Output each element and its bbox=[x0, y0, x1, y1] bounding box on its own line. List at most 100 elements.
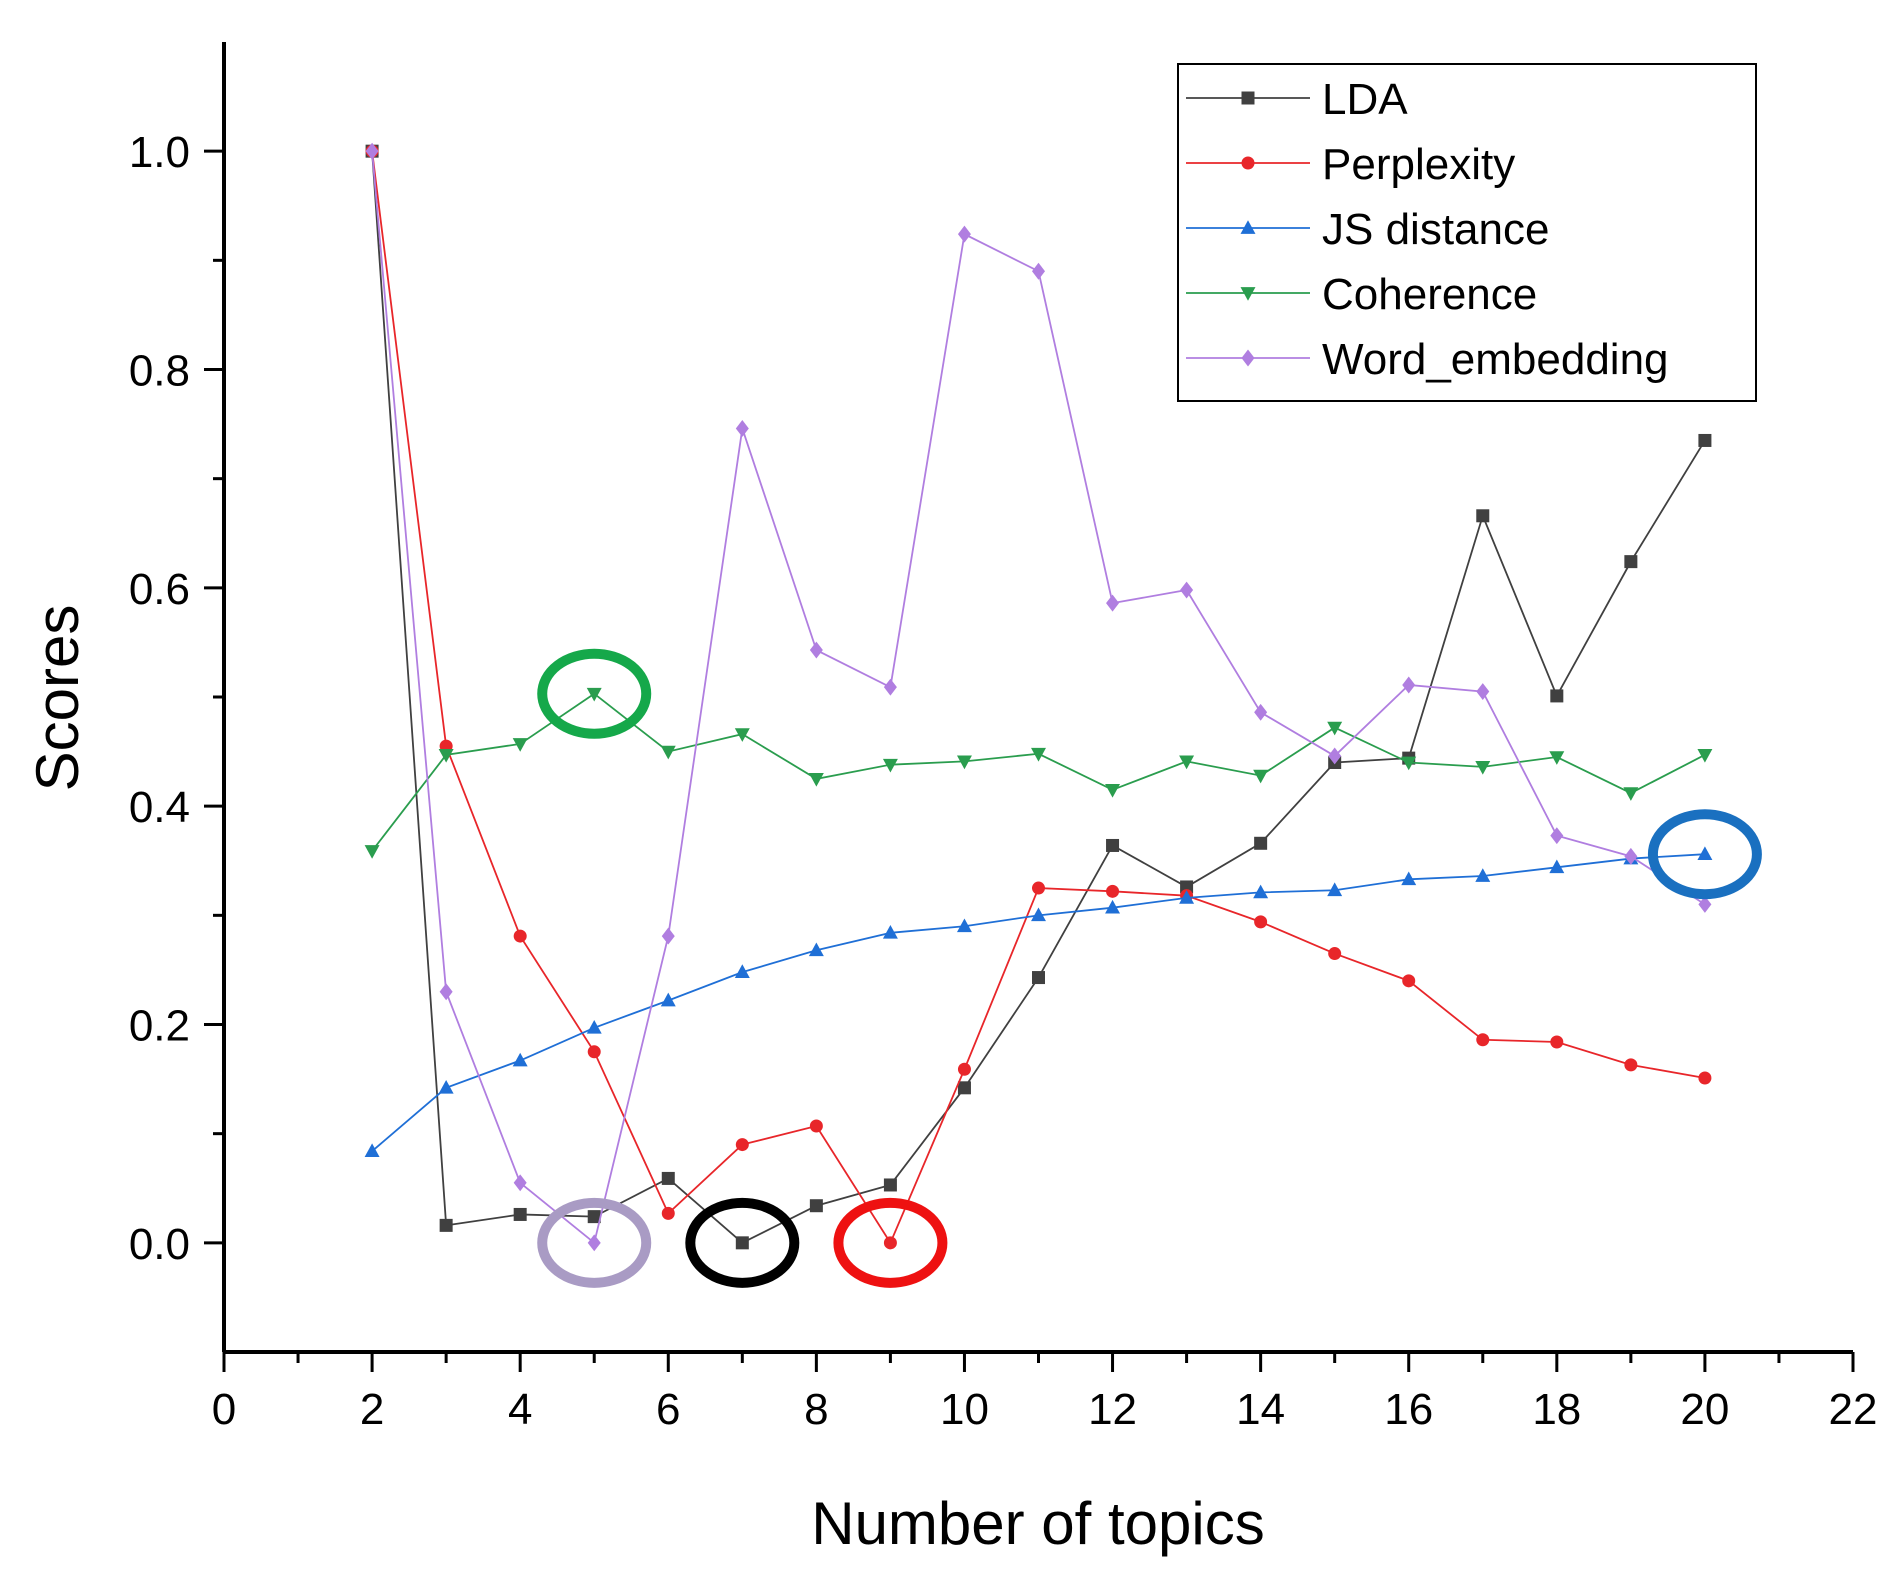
data-point-perplexity bbox=[1106, 884, 1120, 898]
legend-swatch-marker bbox=[1241, 156, 1255, 170]
highlight-ellipse-word-embedding-min bbox=[537, 1197, 652, 1288]
y-tick-label: 0.6 bbox=[129, 565, 190, 614]
data-point-coherence bbox=[1031, 747, 1046, 762]
data-point-perplexity bbox=[735, 1138, 749, 1152]
data-point-word-embedding bbox=[587, 1234, 601, 1252]
legend-item-coherence: Coherence bbox=[1186, 270, 1537, 319]
data-point-js-distance bbox=[1253, 884, 1269, 899]
data-point-coherence bbox=[364, 845, 380, 859]
data-point-perplexity bbox=[809, 1119, 823, 1133]
annotations bbox=[537, 648, 1762, 1288]
data-point-coherence bbox=[512, 738, 528, 752]
y-tick-label: 0.2 bbox=[129, 1002, 190, 1051]
data-point-lda bbox=[439, 1218, 453, 1232]
data-point-word-embedding bbox=[1032, 262, 1045, 280]
data-point-lda bbox=[1106, 838, 1120, 852]
series-coherence bbox=[364, 687, 1713, 859]
data-point-perplexity bbox=[1402, 974, 1416, 988]
data-point-coherence bbox=[956, 755, 972, 770]
data-point-word-embedding bbox=[1180, 581, 1194, 599]
data-point-word-embedding bbox=[1476, 683, 1490, 700]
data-point-coherence bbox=[734, 728, 750, 742]
data-point-lda bbox=[1698, 433, 1712, 447]
data-point-js-distance bbox=[512, 1052, 528, 1067]
axes: 0 2 4 6 8 10 12 14 16 18 20 22 0.0 0.2 0.4 0.6 0.8 1.0 bbox=[129, 42, 1878, 1434]
data-point-perplexity bbox=[1624, 1058, 1638, 1072]
data-point-perplexity bbox=[957, 1062, 971, 1076]
data-point-perplexity bbox=[513, 929, 527, 943]
data-point-perplexity bbox=[661, 1206, 675, 1220]
legend-label: Word_embedding bbox=[1322, 335, 1669, 384]
y-tick-label: 1.0 bbox=[129, 128, 190, 177]
data-point-word-embedding bbox=[883, 678, 897, 696]
legend-swatch-marker bbox=[1240, 220, 1256, 234]
data-point-perplexity bbox=[587, 1045, 601, 1059]
legend-label: LDA bbox=[1322, 75, 1408, 124]
data-point-word-embedding bbox=[1698, 895, 1712, 913]
data-point-word-embedding bbox=[735, 420, 749, 437]
data-point-coherence bbox=[586, 687, 602, 702]
data-point-perplexity bbox=[1476, 1033, 1490, 1047]
x-tick-label: 4 bbox=[508, 1385, 532, 1434]
data-point-perplexity bbox=[883, 1236, 897, 1250]
data-point-js-distance bbox=[956, 918, 972, 933]
series-line-coherence bbox=[371, 692, 1706, 852]
x-tick-label: 22 bbox=[1829, 1385, 1878, 1434]
data-point-word-embedding bbox=[957, 225, 971, 243]
data-point-coherence bbox=[1697, 749, 1713, 763]
data-point-word-embedding bbox=[365, 142, 379, 160]
data-point-word-embedding bbox=[1106, 594, 1120, 612]
data-point-coherence bbox=[1327, 721, 1343, 736]
data-point-perplexity bbox=[1254, 915, 1268, 929]
highlight-ellipse-lda-min bbox=[685, 1197, 800, 1288]
series-line-js-distance bbox=[371, 853, 1705, 1152]
data-point-js-distance bbox=[808, 942, 824, 957]
data-point-lda bbox=[809, 1199, 823, 1213]
y-axis-title: Scores bbox=[24, 605, 91, 792]
data-point-lda bbox=[1254, 836, 1268, 850]
legend-item-lda: LDA bbox=[1186, 75, 1408, 124]
data-point-coherence bbox=[1401, 756, 1417, 771]
data-point-js-distance bbox=[1401, 871, 1417, 886]
x-tick-label: 10 bbox=[940, 1385, 989, 1434]
data-point-coherence bbox=[808, 773, 824, 787]
data-point-coherence bbox=[660, 745, 676, 760]
legend-box bbox=[1177, 63, 1757, 402]
data-point-lda bbox=[587, 1210, 601, 1224]
data-point-lda bbox=[957, 1081, 971, 1095]
data-point-word-embedding bbox=[513, 1174, 527, 1192]
legend-label: JS distance bbox=[1322, 205, 1549, 254]
legend-swatch-marker bbox=[1241, 91, 1255, 105]
series-lda bbox=[365, 144, 1712, 1250]
data-point-coherence bbox=[1253, 769, 1269, 784]
highlight-ellipse-js-distance-max bbox=[1647, 809, 1762, 900]
data-point-perplexity bbox=[1698, 1071, 1712, 1085]
data-point-coherence bbox=[438, 749, 454, 763]
data-point-js-distance bbox=[586, 1019, 602, 1034]
y-tick-label: 0.0 bbox=[129, 1220, 190, 1269]
y-tick-label: 0.8 bbox=[129, 347, 190, 396]
data-point-lda bbox=[513, 1207, 527, 1221]
x-tick-label: 16 bbox=[1384, 1385, 1433, 1434]
legend-item-perplexity: Perplexity bbox=[1186, 140, 1515, 189]
legend: LDA Perplexity JS distance Coherence Word_em… bbox=[1177, 63, 1757, 402]
data-point-coherence bbox=[1475, 761, 1491, 775]
data-point-coherence bbox=[1105, 783, 1121, 798]
data-point-coherence bbox=[1549, 751, 1565, 765]
highlight-ellipse-coherence-max bbox=[537, 648, 652, 739]
data-point-js-distance bbox=[1549, 859, 1565, 874]
data-point-lda bbox=[1624, 555, 1638, 569]
series-word-embedding bbox=[365, 142, 1712, 1252]
data-point-coherence bbox=[882, 758, 898, 773]
legend-label: Coherence bbox=[1322, 270, 1537, 319]
data-point-js-distance bbox=[660, 992, 676, 1007]
data-point-js-distance bbox=[364, 1143, 380, 1157]
data-point-lda bbox=[883, 1178, 897, 1192]
data-point-js-distance bbox=[882, 925, 898, 939]
legend-swatch-marker bbox=[1240, 287, 1256, 301]
data-point-perplexity bbox=[1032, 881, 1045, 895]
x-tick-label: 0 bbox=[212, 1385, 236, 1434]
x-tick-label: 8 bbox=[804, 1385, 828, 1434]
legend-swatch-marker bbox=[1241, 349, 1255, 367]
